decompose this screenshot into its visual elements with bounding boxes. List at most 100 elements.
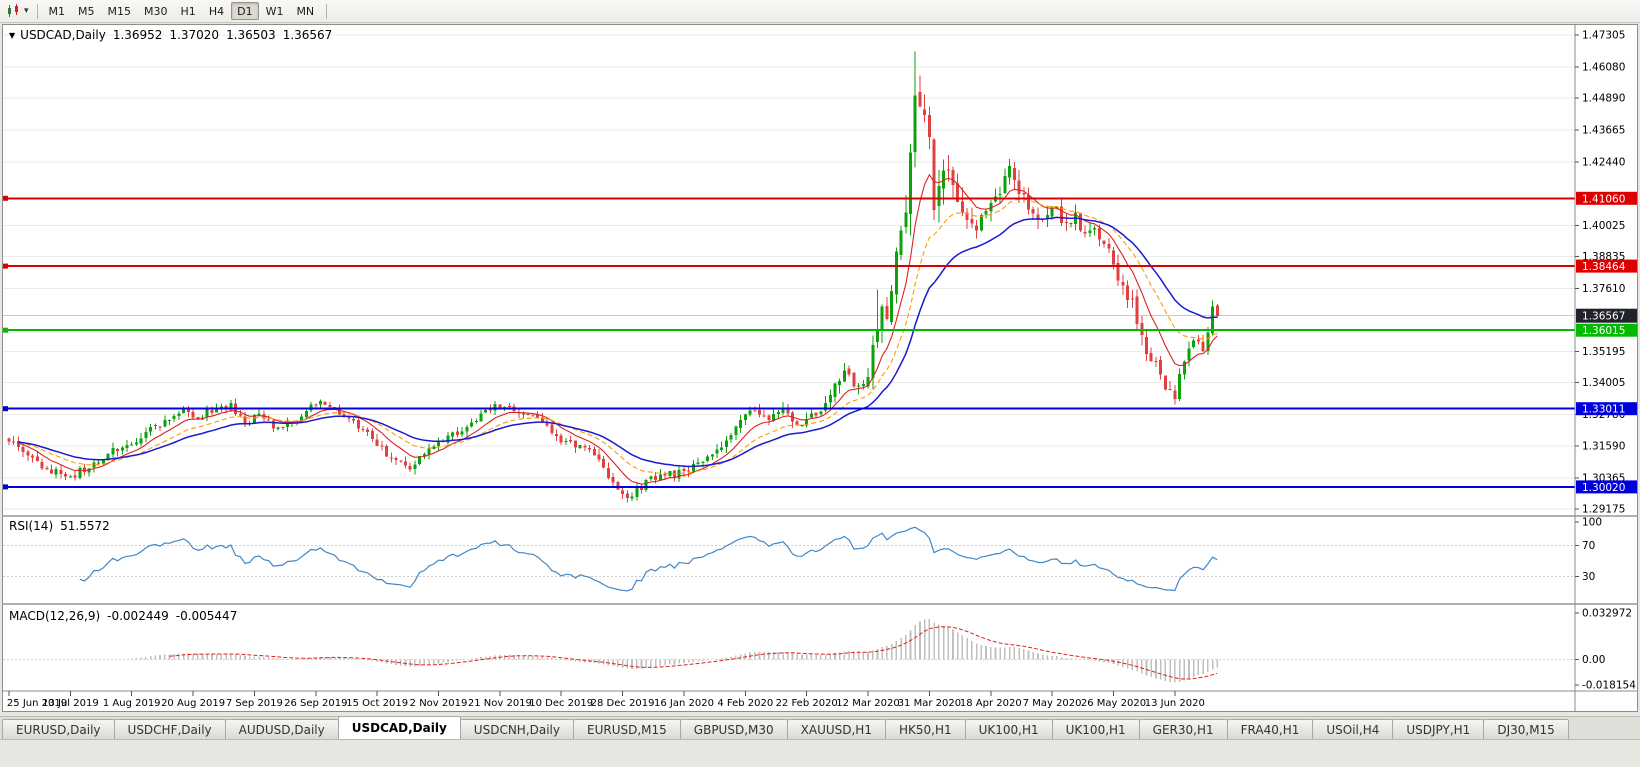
ma-mid-line — [18, 198, 1218, 475]
svg-text:1.38464: 1.38464 — [1582, 261, 1626, 273]
chart-tab-eurusd-daily[interactable]: EURUSD,Daily — [2, 719, 115, 739]
macd-header: MACD(12,26,9) -0.002449 -0.005447 — [9, 609, 237, 623]
chart-type-icon[interactable] — [4, 2, 24, 20]
chart-tab-uk100-h1[interactable]: UK100,H1 — [964, 719, 1053, 739]
price-tick-label: 1.46080 — [1582, 62, 1625, 74]
chart-tab-usoil-h4[interactable]: USOil,H4 — [1312, 719, 1394, 739]
chart-tab-usdcad-daily[interactable]: USDCAD,Daily — [337, 716, 461, 739]
hline-price-label: 1.38464 — [1576, 259, 1637, 273]
time-axis-label: 22 Feb 2020 — [776, 698, 838, 709]
line-handle[interactable] — [3, 406, 8, 412]
timeframe-button-m5[interactable]: M5 — [78, 4, 95, 18]
time-axis-label: 12 Mar 2020 — [836, 698, 899, 709]
time-axis-label: 21 Nov 2019 — [468, 698, 532, 709]
timeframe-button-h1[interactable]: H1 — [180, 4, 196, 18]
timeframe-button-mn[interactable]: MN — [296, 4, 315, 18]
hline-price-label: 1.33011 — [1576, 402, 1637, 416]
timeframe-button-w1[interactable]: W1 — [265, 4, 284, 18]
line-handle[interactable] — [3, 484, 8, 490]
toolbar-separator — [326, 3, 328, 19]
price-tick-label: 1.43665 — [1582, 125, 1625, 137]
timeframe-button-d1[interactable]: D1 — [231, 2, 259, 20]
chevron-down-icon[interactable]: ▾ — [24, 6, 29, 16]
time-axis-label: 18 Apr 2020 — [960, 698, 1022, 709]
chart-tab-ger30-h1[interactable]: GER30,H1 — [1138, 719, 1228, 739]
candlestick-icon — [8, 4, 18, 17]
svg-text:1.36567: 1.36567 — [1582, 311, 1625, 323]
macd-histogram — [130, 619, 1219, 683]
chart-tab-usdjpy-h1[interactable]: USDJPY,H1 — [1392, 719, 1485, 739]
timeframe-button-m30[interactable]: M30 — [144, 4, 168, 18]
time-axis-label: 31 Mar 2020 — [898, 698, 961, 709]
time-axis-label: 15 Oct 2019 — [346, 698, 408, 709]
time-axis-label: 4 Feb 2020 — [717, 698, 773, 709]
time-axis-label: 26 May 2020 — [1081, 698, 1146, 709]
price-tick-label: 1.42440 — [1582, 157, 1625, 169]
svg-text:1.33011: 1.33011 — [1582, 404, 1625, 416]
timeframe-button-m15[interactable]: M15 — [107, 4, 132, 18]
chart-tab-fra40-h1[interactable]: FRA40,H1 — [1226, 719, 1314, 739]
ma-slow-line — [18, 216, 1218, 468]
chart-tab-usdchf-daily[interactable]: USDCHF,Daily — [113, 719, 226, 739]
chart-tab-hk50-h1[interactable]: HK50,H1 — [884, 719, 966, 739]
time-axis-label: 7 Sep 2019 — [226, 698, 283, 709]
time-axis-label: 26 Sep 2019 — [284, 698, 347, 709]
macd-indicator-value2: -0.005447 — [175, 609, 238, 623]
chart-tab-usdcnh-daily[interactable]: USDCNH,Daily — [459, 719, 574, 739]
line-handle[interactable] — [3, 263, 8, 269]
chart-ohlc-header: ▼ USDCAD,Daily 1.36952 1.37020 1.36503 1… — [9, 28, 332, 42]
hline-price-label: 1.41060 — [1576, 191, 1637, 205]
time-axis-label: 16 Jan 2020 — [654, 698, 714, 709]
rsi-tick-label: 30 — [1582, 571, 1595, 583]
macd-tick-label: 0.032972 — [1582, 608, 1632, 620]
hline-price-label: 1.30020 — [1576, 480, 1637, 494]
chart-symbol-label: USDCAD,Daily — [20, 28, 106, 42]
toolbar-separator — [36, 3, 38, 19]
timeframe-buttons: M1 M5 M15 M30 H1 H4 D1 W1 MN — [43, 2, 322, 20]
timeframe-button-m1[interactable]: M1 — [48, 4, 66, 18]
chart-tab-dj30-m15[interactable]: DJ30,M15 — [1483, 719, 1569, 739]
candles — [7, 51, 1219, 503]
time-axis-label: 13 Jul 2019 — [42, 698, 99, 709]
price-tick-label: 1.44890 — [1582, 93, 1625, 105]
time-axis-label: 28 Dec 2019 — [591, 698, 655, 709]
rsi-header: RSI(14) 51.5572 — [9, 519, 110, 533]
pane-separator[interactable] — [3, 603, 1637, 605]
chart-tab-xauusd-h1[interactable]: XAUUSD,H1 — [786, 719, 886, 739]
rsi-tick-label: 70 — [1582, 540, 1595, 552]
rsi-indicator-value: 51.5572 — [60, 519, 110, 533]
time-axis-label: 2 Nov 2019 — [410, 698, 468, 709]
rsi-tick-label: 100 — [1582, 517, 1602, 529]
chart-tab-audusd-daily[interactable]: AUDUSD,Daily — [224, 719, 339, 739]
price-axis[interactable] — [1576, 25, 1637, 711]
rsi-indicator-name: RSI(14) — [9, 519, 54, 533]
rsi-line — [79, 526, 1218, 592]
chart-tab-gbpusd-m30[interactable]: GBPUSD,M30 — [679, 719, 788, 739]
price-tick-label: 1.31590 — [1582, 440, 1625, 452]
time-axis-label: 25 Jun 2019 — [7, 698, 67, 709]
price-tick-label: 1.34005 — [1582, 377, 1625, 389]
chart-window: 25 Jun 2019 13 Jul 2019 1 Aug 2019 20 Aug 2… — [2, 24, 1638, 712]
svg-text:1.36015: 1.36015 — [1582, 325, 1625, 337]
time-axis-label: 20 Aug 2019 — [161, 698, 225, 709]
time-axis-label: 1 Aug 2019 — [103, 698, 161, 709]
chart-tab-uk100-h1[interactable]: UK100,H1 — [1051, 719, 1140, 739]
macd-signal-line — [169, 626, 1218, 680]
price-tick-label: 1.29175 — [1582, 504, 1625, 516]
timeframe-toolbar: ▾ M1 M5 M15 M30 H1 H4 D1 W1 MN — [0, 0, 1640, 23]
hline-price-label: 1.36015 — [1576, 323, 1637, 337]
macd-indicator-value1: -0.002449 — [107, 609, 169, 623]
window-collapse-icon[interactable]: ▼ — [9, 30, 16, 40]
ohlc-low: 1.36503 — [226, 28, 276, 42]
line-handle[interactable] — [3, 327, 8, 333]
line-handle[interactable] — [3, 195, 8, 201]
ohlc-close: 1.36567 — [282, 28, 333, 42]
ohlc-open: 1.36952 — [112, 28, 163, 42]
current-price-label: 1.36567 — [1576, 308, 1637, 323]
pane-separator[interactable] — [3, 515, 1637, 517]
svg-text:1.30020: 1.30020 — [1582, 482, 1625, 494]
time-axis-label: 7 May 2020 — [1023, 698, 1082, 709]
timeframe-button-h4[interactable]: H4 — [208, 4, 225, 18]
chart-tab-eurusd-m15[interactable]: EURUSD,M15 — [573, 719, 681, 739]
